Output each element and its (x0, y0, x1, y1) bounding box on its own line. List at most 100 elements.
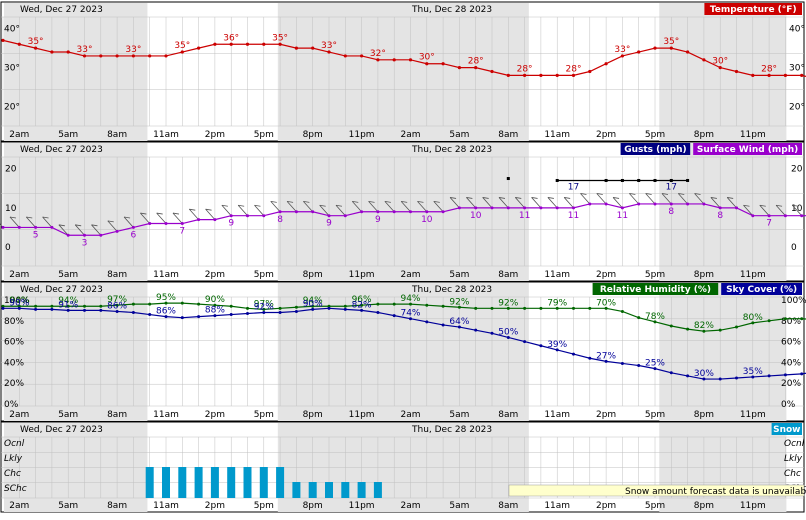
sky-cover-point (180, 316, 184, 320)
y-tick-label-right: 20% (781, 379, 801, 389)
wind-barb-tick (531, 197, 538, 199)
sky-cover-label: 74% (400, 309, 420, 319)
temperature-point (343, 54, 347, 58)
night-shade (4, 3, 148, 141)
legend-label: Surface Wind (mph) (697, 145, 798, 155)
wind-point (409, 210, 412, 214)
x-tick-label: 5am (449, 410, 469, 420)
temperature-point (751, 73, 755, 77)
wind-barb (726, 197, 737, 209)
legend-swatch (592, 283, 719, 295)
humidity-point (718, 328, 722, 332)
x-tick-label: 5pm (254, 270, 274, 280)
snow-level-label-right: Lkly (784, 454, 803, 464)
wind-barb-tick (287, 200, 294, 203)
wind-barb-tick (613, 197, 620, 199)
wind-barb (498, 197, 509, 209)
wind-barb-tick (303, 200, 310, 203)
humidity-point (637, 316, 641, 320)
x-tick-label: 2am (400, 130, 420, 140)
snow-bar (373, 482, 382, 498)
humidity-point (425, 303, 429, 307)
sky-cover-point (392, 314, 396, 318)
wind-point (99, 233, 103, 237)
wind-point (213, 218, 217, 222)
humidity-label: 79% (547, 298, 567, 308)
humidity-point (311, 304, 315, 308)
temperature-label: 35° (174, 41, 190, 51)
humidity-point (800, 317, 804, 321)
humidity-label: 94% (58, 296, 78, 306)
date-label: Thu, Dec 28 2023 (411, 285, 492, 295)
snow-bar (341, 482, 350, 498)
gust-point (555, 178, 559, 182)
wind-label: 8 (277, 215, 283, 225)
wind-point (620, 206, 624, 210)
x-tick-label: 11am (544, 130, 570, 140)
y-tick-label-right: 100% (781, 296, 806, 306)
x-tick-label: 5am (58, 501, 78, 511)
snow-level-label: Chc (4, 469, 21, 479)
sky-cover-label: 35% (743, 367, 763, 377)
snow-note: Snow amount forecast data is unavailable (625, 487, 806, 497)
x-tick-label: 11am (544, 410, 570, 420)
wind-barb-tick (710, 197, 717, 199)
humidity-label: 97% (254, 299, 274, 309)
humidity-point (572, 306, 575, 310)
wind-barb (107, 220, 118, 232)
wind-barb (156, 212, 167, 224)
sky-cover-point (457, 325, 461, 329)
wind-barb (563, 197, 574, 209)
temperature-point (539, 73, 543, 77)
humidity-point (115, 303, 119, 307)
temperature-point (17, 42, 21, 46)
humidity-point (604, 306, 608, 310)
wind-barb-tick (678, 193, 685, 195)
temperature-point (620, 54, 625, 58)
x-tick-label: 2am (9, 410, 29, 420)
wind-barb-tick (140, 212, 147, 215)
night-shade (277, 3, 529, 141)
wind-barb (449, 197, 460, 209)
wind-barb (743, 204, 754, 216)
wind-barb (547, 197, 558, 209)
humidity-label: 96% (352, 295, 372, 305)
gust-label: 17 (568, 182, 579, 192)
humidity-label: 90% (205, 295, 225, 305)
humidity-point (262, 307, 266, 311)
x-tick-label: 8am (107, 410, 127, 420)
night-shade (659, 283, 787, 421)
temperature-point (506, 73, 510, 77)
sky-cover-point (539, 344, 543, 348)
temperature-point (588, 69, 592, 74)
x-tick-label: 8pm (694, 410, 714, 420)
snow-bar (210, 467, 219, 498)
sky-cover-label: 30% (694, 369, 714, 379)
x-tick-label: 5am (58, 130, 78, 140)
y-tick-label-right: 10 (791, 204, 803, 214)
gust-point (686, 178, 690, 182)
wind-barb-tick (661, 193, 669, 195)
wind-barb-tick (645, 193, 652, 195)
humidity-point (246, 306, 249, 310)
temperature-point (669, 46, 673, 50)
x-tick-label: 5am (449, 501, 469, 511)
temperature-point (34, 46, 38, 50)
wind-barb-tick (26, 216, 33, 219)
wind-point (555, 206, 559, 210)
snow-level-label-right: Ocnl (784, 439, 805, 449)
wind-barb (775, 204, 786, 216)
wind-point (197, 218, 201, 222)
sky-cover-point (555, 348, 559, 352)
humidity-point (34, 304, 38, 308)
x-tick-label: 8pm (694, 501, 714, 511)
y-tick-label: 20% (4, 379, 24, 389)
temperature-point (637, 50, 641, 54)
wind-barb (433, 201, 444, 213)
date-label: Wed, Dec 27 2023 (20, 285, 103, 295)
sky-cover-point (83, 308, 86, 312)
humidity-label: 92% (449, 297, 469, 307)
sky-cover-point (311, 307, 315, 311)
humidity-point (229, 304, 233, 308)
